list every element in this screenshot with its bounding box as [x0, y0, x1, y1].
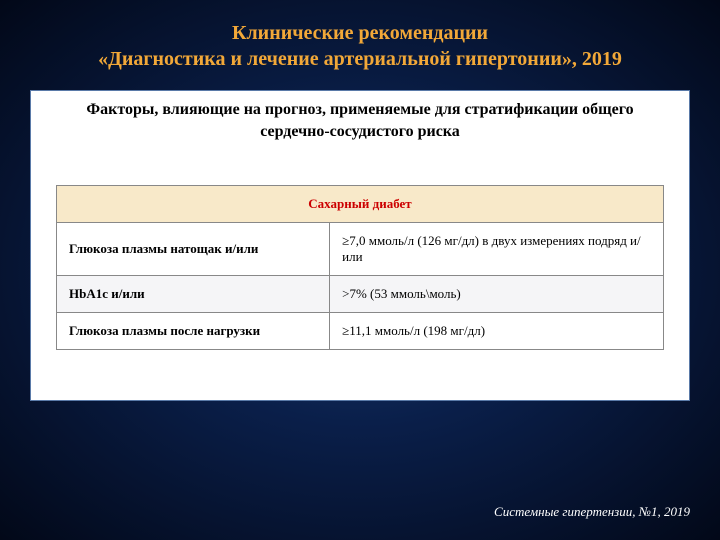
panel-header: Факторы, влияющие на прогноз, применяемы…	[31, 91, 689, 150]
table-section-header: Сахарный диабет	[57, 186, 664, 223]
citation: Системные гипертензии, №1, 2019	[494, 504, 690, 520]
row-label: Глюкоза плазмы после нагрузки	[57, 313, 330, 350]
title-line-1: Клинические рекомендации	[30, 20, 690, 46]
row-value: ≥11,1 ммоль/л (198 мг/дл)	[330, 313, 664, 350]
row-value: >7% (53 ммоль\моль)	[330, 276, 664, 313]
title-line-2: «Диагностика и лечение артериальной гипе…	[30, 46, 690, 72]
diabetes-table: Сахарный диабет Глюкоза плазмы натощак и…	[56, 185, 664, 350]
spacer	[31, 150, 689, 185]
table-row: Глюкоза плазмы натощак и/или ≥7,0 ммоль/…	[57, 223, 664, 276]
row-label: HbA1c и/или	[57, 276, 330, 313]
table-section-header-row: Сахарный диабет	[57, 186, 664, 223]
row-value: ≥7,0 ммоль/л (126 мг/дл) в двух измерени…	[330, 223, 664, 276]
table-row: Глюкоза плазмы после нагрузки ≥11,1 ммол…	[57, 313, 664, 350]
table-row: HbA1c и/или >7% (53 ммоль\моль)	[57, 276, 664, 313]
slide-title: Клинические рекомендации «Диагностика и …	[30, 20, 690, 72]
row-label: Глюкоза плазмы натощак и/или	[57, 223, 330, 276]
content-panel: Факторы, влияющие на прогноз, применяемы…	[30, 90, 690, 401]
